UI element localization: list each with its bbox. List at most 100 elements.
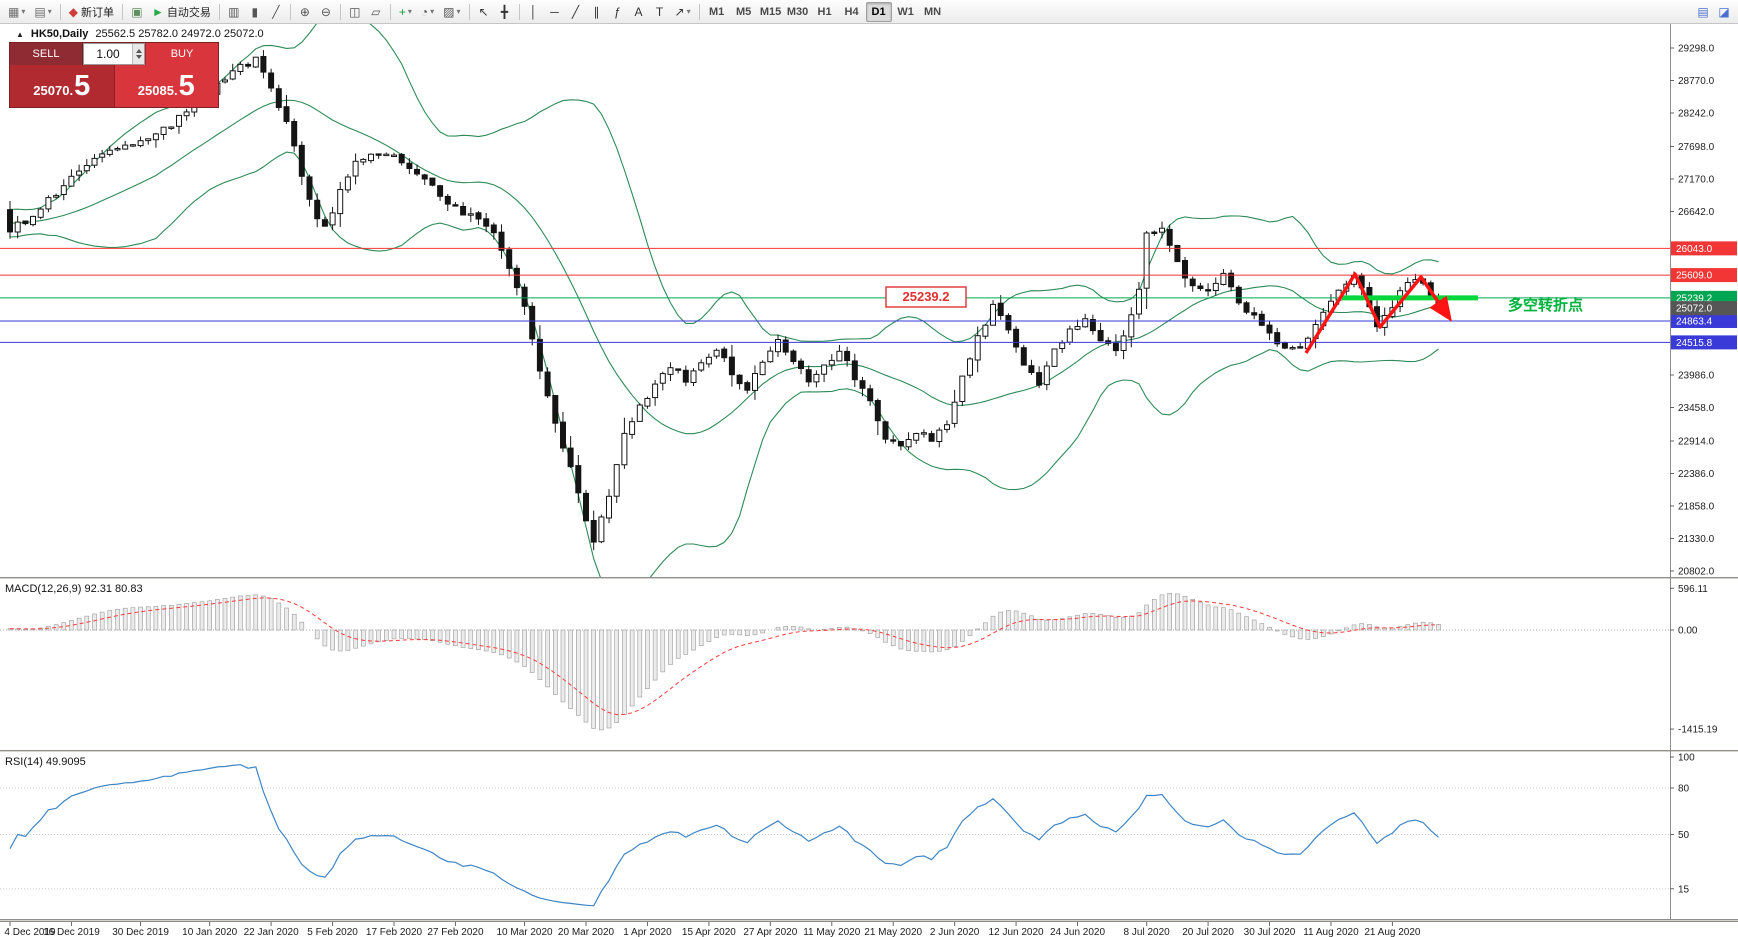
date-tick-label: 27 Feb 2020	[427, 927, 484, 937]
macd-bar	[660, 629, 666, 673]
macd-bar	[775, 627, 781, 631]
arrows-tool-icon[interactable]: ↗ ▾	[671, 2, 695, 22]
fibonacci-icon[interactable]: ƒ	[608, 2, 628, 22]
new-order-button[interactable]: ◆ 新订单	[65, 2, 118, 22]
candle	[429, 177, 436, 187]
trade-panel-top-row: SELL 1.00 BUY	[10, 43, 218, 65]
macd-bar	[1244, 616, 1249, 631]
profiles-icon[interactable]: ▤ ▾	[30, 2, 55, 22]
price-tick-label: 27170.0	[1678, 174, 1715, 185]
date-tick-label: 27 Apr 2020	[743, 927, 797, 937]
timeframe-m15[interactable]: M15	[758, 2, 784, 22]
timeframe-m1[interactable]: M1	[704, 2, 730, 22]
tile-windows-icon[interactable]: ◫	[345, 2, 365, 22]
timeframe-m5-label: M5	[735, 5, 752, 18]
date-tick-label: 30 Dec 2019	[112, 927, 169, 937]
candle	[821, 364, 828, 383]
trade-panel-prices: 25070. 5 25085. 5	[10, 65, 218, 107]
macd-bar	[760, 629, 765, 634]
candle	[1274, 327, 1281, 347]
line-chart-icon[interactable]: ╱	[266, 2, 286, 22]
macd-bar	[552, 629, 558, 695]
horizontal-line-icon[interactable]: ─	[545, 2, 565, 22]
volume-value[interactable]: 1.00	[96, 47, 120, 61]
fullscreen-icon[interactable]: ◪	[1714, 2, 1734, 22]
autotrading-button[interactable]: ► 自动交易	[148, 2, 215, 22]
macd-bar	[245, 595, 251, 631]
macd-bar	[207, 600, 212, 631]
macd-bar	[499, 629, 504, 656]
macd-bar	[721, 629, 727, 636]
candle	[1243, 300, 1250, 315]
trendline-icon[interactable]: ╱	[566, 2, 586, 22]
candle	[391, 152, 397, 158]
sell-button[interactable]: SELL	[10, 43, 83, 65]
zoom-out-icon[interactable]: ⊖	[316, 2, 336, 22]
macd-bar	[652, 629, 658, 681]
chart-plot-area[interactable]	[0, 24, 1670, 937]
candle	[844, 346, 851, 367]
candle	[767, 346, 774, 363]
cascade-windows-icon: ▱	[371, 4, 381, 19]
vertical-line-icon[interactable]: │	[524, 2, 544, 22]
candlestick-chart-icon: ▮	[251, 4, 259, 19]
cascade-windows-icon[interactable]: ▱	[366, 2, 386, 22]
volume-up-icon[interactable]	[135, 49, 142, 53]
buy-price[interactable]: 25085. 5	[114, 65, 218, 107]
candle	[129, 144, 136, 148]
macd-bar	[975, 628, 981, 631]
rsi-tick-label: 50	[1678, 830, 1690, 841]
macd-bar	[1336, 629, 1341, 632]
macd-bar	[138, 606, 143, 631]
main-price-pane	[7, 24, 1442, 577]
chart-title-bar: ▲ HK50,Daily 25562.5 25782.0 24972.0 250…	[16, 28, 264, 40]
macd-bar	[314, 629, 320, 640]
channel-icon[interactable]: ∥	[587, 2, 607, 22]
timeframe-h4[interactable]: H4	[839, 2, 865, 22]
candle	[659, 371, 666, 391]
candle	[421, 173, 428, 185]
candle	[544, 367, 551, 398]
zigzag-annotation	[1304, 272, 1452, 354]
timeframe-m5[interactable]: M5	[731, 2, 757, 22]
zoom-in-icon[interactable]: ⊕	[295, 2, 315, 22]
macd-bar	[1152, 599, 1157, 631]
date-tick-label: 20 Mar 2020	[558, 927, 615, 937]
timeframe-d1[interactable]: D1	[865, 1, 892, 22]
bar-chart-icon[interactable]: ▥	[224, 2, 244, 22]
text-tool-icon[interactable]: A	[629, 2, 649, 22]
sell-price[interactable]: 25070. 5	[10, 65, 115, 107]
periods-icon[interactable]: ◔ ▾	[417, 2, 438, 22]
macd-bar	[122, 607, 128, 631]
zoom-in-icon: ⊕	[299, 4, 310, 19]
candle	[229, 63, 236, 81]
add-indicator-icon[interactable]: + ▾	[395, 2, 416, 22]
arrows-tool-icon: ↗	[674, 4, 685, 19]
volume-control[interactable]: 1.00	[83, 43, 145, 65]
rsi-tick-label: 100	[1678, 753, 1695, 764]
volume-spinner[interactable]	[132, 44, 144, 64]
timeframe-w1[interactable]: W1	[893, 2, 919, 22]
volume-down-icon[interactable]	[135, 55, 142, 59]
crosshair-icon[interactable]: ╋	[495, 2, 515, 22]
timeframe-m30[interactable]: M30	[785, 2, 811, 22]
chart-ohlc-values: 25562.5 25782.0 24972.0 25072.0	[95, 28, 264, 40]
macd-bar	[383, 629, 389, 641]
data-window-icon[interactable]: ▤	[1693, 2, 1713, 22]
candle	[1136, 282, 1142, 320]
new-chart-icon[interactable]: ▦ ▾	[4, 2, 29, 22]
expert-advisors-icon[interactable]: ▣	[127, 2, 147, 22]
macd-bar	[253, 594, 259, 631]
macd-bar	[1328, 629, 1334, 635]
label-tool-icon[interactable]: T	[650, 2, 670, 22]
candle	[1220, 269, 1227, 286]
date-tick-label: 2 Jun 2020	[930, 927, 980, 937]
timeframe-mn[interactable]: MN	[920, 2, 946, 22]
buy-button[interactable]: BUY	[145, 43, 218, 65]
templates-icon[interactable]: ▨ ▾	[439, 2, 464, 22]
cursor-icon[interactable]: ↖	[474, 2, 494, 22]
toolbar-sep	[289, 3, 291, 20]
candlestick-chart-icon[interactable]: ▮	[245, 2, 265, 22]
timeframe-h1[interactable]: H1	[812, 2, 838, 22]
